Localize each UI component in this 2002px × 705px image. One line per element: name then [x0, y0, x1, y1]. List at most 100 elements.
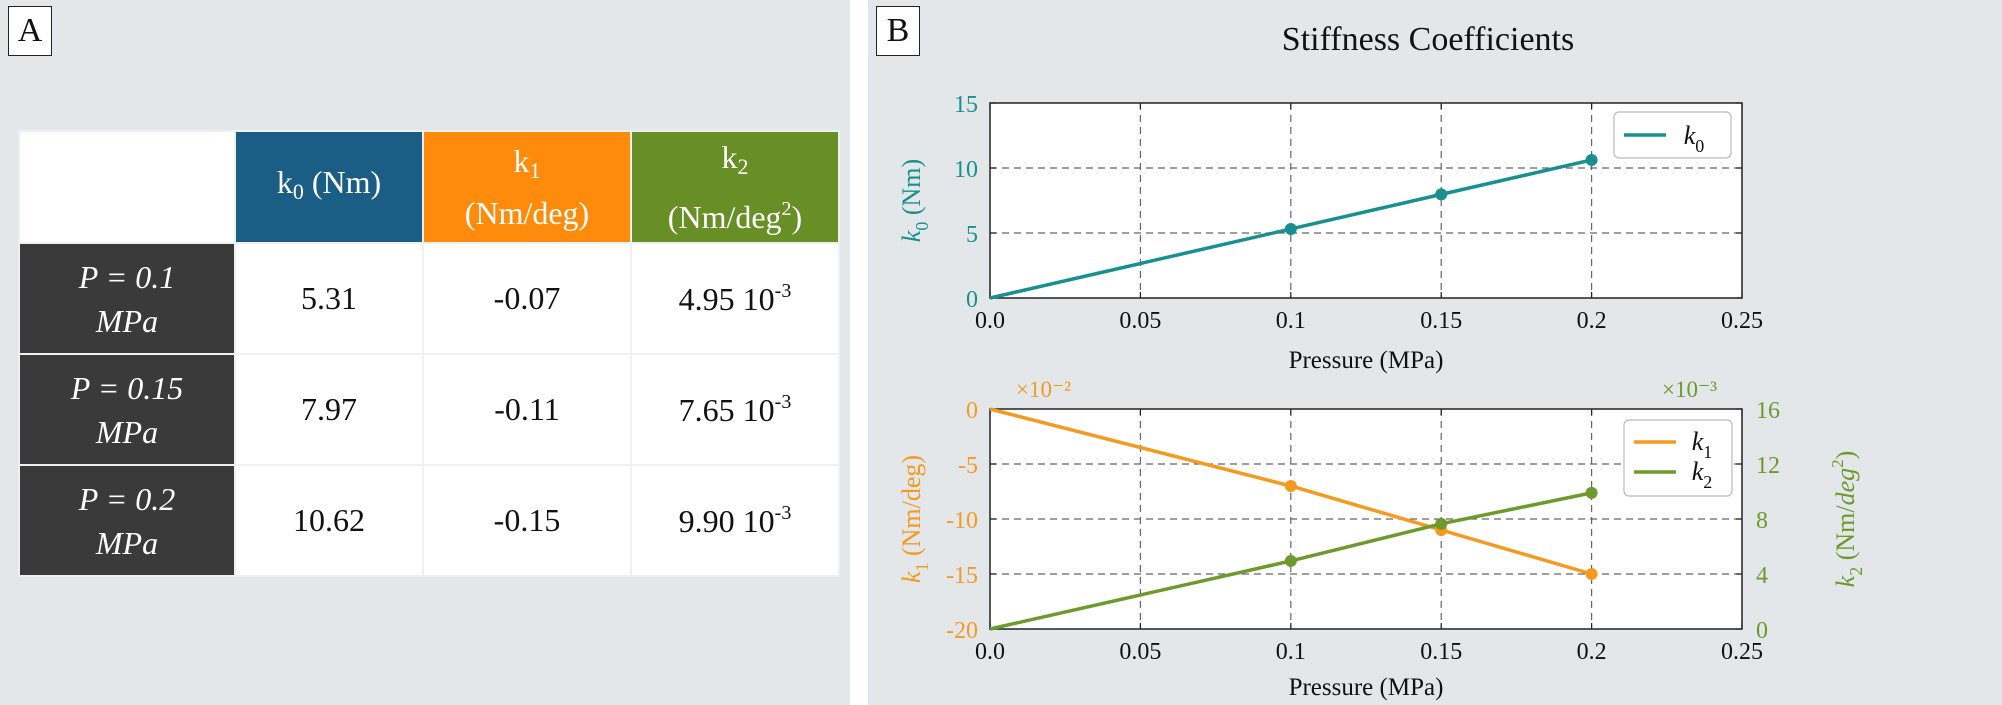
row-header-p02: P = 0.2 MPa [18, 464, 236, 577]
bottom-chart-ylabel-left: k1 (Nm/deg) [897, 455, 932, 583]
cell-k2-mantissa: 4.95 10 [678, 280, 775, 317]
top-chart-ylabel-symbol: k [897, 230, 926, 242]
cell-k2: 7.65 10-3 [630, 353, 840, 466]
data-point-k1 [1284, 480, 1297, 492]
row-header-line2: MPa [95, 413, 159, 450]
top-chart-ytick-label: 5 [966, 222, 978, 248]
legend-label-k2-symbol: k [1692, 457, 1704, 486]
header-k2: k2 (Nm/deg2) [630, 130, 840, 244]
bottom-chart-ytick-label-left: -10 [946, 508, 978, 534]
bottom-chart-ytick-label-right: 12 [1756, 453, 1780, 479]
cell-k0: 5.31 [234, 242, 424, 355]
row-header-line1: P = 0.1 [78, 258, 176, 295]
data-point-k1 [1585, 568, 1598, 580]
ylabel-right-close: ) [1831, 451, 1860, 460]
cell-k2: 4.95 10-3 [630, 242, 840, 355]
header-k1-sub: 1 [529, 158, 541, 183]
header-k2-unit-close: ) [791, 199, 803, 235]
legend-label-k0: k0 [1684, 121, 1705, 156]
bottom-chart-ytick-label-left: -5 [958, 453, 978, 479]
series-line-k1 [989, 407, 1593, 576]
header-k2-sub: 2 [737, 154, 749, 179]
bottom-chart-xtick-label: 0.05 [1119, 639, 1161, 665]
stiffness-charts: Stiffness Coefficients 0.0 0.05 0.1 0.15 0.2… [897, 21, 1866, 701]
bottom-chart-ylabel-right: k2 (Nm/deg2) [1828, 451, 1866, 588]
row-header-p01: P = 0.1 MPa [18, 242, 236, 355]
cell-k0: 10.62 [234, 464, 424, 577]
legend-label-k1-sub: 1 [1703, 442, 1712, 462]
legend-label-k2: k2 [1692, 457, 1713, 492]
header-k0: k0 (Nm) [234, 130, 424, 244]
cell-k2-exponent: -3 [774, 279, 792, 302]
legend-label-k2-text: k2 [1692, 457, 1713, 492]
top-chart-ytick-label: 0 [966, 287, 978, 313]
bottom-chart-ylabel-left-sub: 1 [912, 563, 932, 572]
ylabel-right-symbol: k [1831, 575, 1860, 587]
row-header-line2: MPa [95, 524, 159, 561]
header-k0-unit: (Nm) [311, 164, 382, 200]
table-row: P = 0.1 MPa 5.31 -0.07 4.95 10-3 [18, 242, 840, 355]
top-chart-ylabel: k0 (Nm) [897, 159, 932, 242]
panel-b: B Stiffness Coefficients 0.0 0.05 0.1 0.15 0… [868, 0, 2002, 705]
top-chart-xlabel: Pressure (MPa) [1289, 347, 1444, 374]
top-chart-xtick-label: 0.0 [975, 308, 1005, 334]
legend-label-k1: k1 [1692, 427, 1713, 462]
bottom-chart-legend [1623, 419, 1733, 497]
bottom-chart-scale-left: ×10⁻² [1016, 377, 1071, 402]
top-chart-ylabel-text: k0 (Nm) [897, 159, 932, 242]
bottom-chart-ytick-label-left: -20 [946, 618, 978, 644]
bottom-chart-ytick-label-right: 0 [1756, 618, 1768, 644]
data-point-k0 [1585, 153, 1598, 166]
legend-label-k0-text: k0 [1684, 121, 1705, 156]
series-line-k2 [989, 491, 1592, 631]
cell-k2-mantissa: 7.65 10 [678, 391, 775, 428]
legend-label-k0-symbol: k [1684, 121, 1696, 150]
coefficient-table: k0 (Nm) k1 (Nm/deg) k2 (Nm/deg2) P = 0.1… [18, 130, 840, 577]
data-point-k2 [1585, 486, 1598, 499]
table-row: P = 0.15 MPa 7.97 -0.11 7.65 10-3 [18, 353, 840, 466]
chart-title: Stiffness Coefficients [1282, 21, 1574, 58]
bottom-chart-xtick-label: 0.25 [1721, 639, 1763, 665]
row-header-p015: P = 0.15 MPa [18, 353, 236, 466]
table-header-row: k0 (Nm) k1 (Nm/deg) k2 (Nm/deg2) [18, 130, 840, 244]
bottom-chart-xtick-label: 0.1 [1276, 639, 1306, 665]
panel-b-label: B [876, 6, 920, 56]
ylabel-right-unit: (Nm/ [1831, 505, 1860, 567]
legend-label-k1-text: k1 [1692, 427, 1713, 462]
header-k2-unit: (Nm/deg [667, 199, 782, 235]
bottom-chart-xlabel: Pressure (MPa) [1289, 674, 1444, 701]
data-point-k0 [1435, 188, 1448, 201]
bottom-chart-xtick-label: 0.2 [1577, 639, 1607, 665]
bottom-chart-scale-right: ×10⁻³ [1662, 377, 1717, 402]
top-chart-legend [1613, 111, 1732, 159]
legend-label-k1-symbol: k [1692, 427, 1704, 456]
data-point-k0 [1284, 222, 1297, 235]
ylabel-right-sup: 2 [1828, 459, 1847, 468]
header-k0-sub: 0 [292, 179, 304, 204]
cell-k0: 7.97 [234, 353, 424, 466]
bottom-chart-ytick-label-right: 8 [1756, 508, 1768, 534]
bottom-chart-ylabel-right-text: k2 (Nm/deg2) [1828, 451, 1866, 588]
cell-k1: -0.15 [422, 464, 632, 577]
cell-k2-mantissa: 9.90 10 [678, 502, 775, 539]
cell-k2: 9.90 10-3 [630, 464, 840, 577]
ylabel-right-unit-deg: deg [1831, 468, 1860, 506]
row-header-line1: P = 0.2 [78, 480, 176, 517]
cell-k1: -0.11 [422, 353, 632, 466]
table-row: P = 0.2 MPa 10.62 -0.15 9.90 10-3 [18, 464, 840, 577]
row-header-line2: MPa [95, 302, 159, 339]
bottom-chart-ylabel-left-text: k1 (Nm/deg) [897, 455, 932, 583]
bottom-chart-ytick-label-right: 4 [1756, 563, 1768, 589]
bottom-chart-xtick-label: 0.0 [975, 639, 1005, 665]
top-chart-xtick-label: 0.15 [1420, 308, 1462, 334]
header-k1: k1 (Nm/deg) [422, 130, 632, 244]
bottom-chart-ylabel-left-symbol: k [897, 571, 926, 583]
cell-k2-exponent: -3 [774, 501, 792, 524]
ylabel-right-sub: 2 [1846, 567, 1866, 576]
panel-a: A k0 (Nm) k1 (Nm/deg) k2 (Nm/deg2) P = 0… [0, 0, 850, 705]
header-k2-symbol: k [721, 139, 738, 175]
top-chart-ytick-label: 10 [954, 157, 978, 183]
header-k0-symbol: k [276, 164, 293, 200]
top-chart-ylabel-unit: (Nm) [897, 159, 926, 222]
top-chart-xtick-label: 0.25 [1721, 308, 1763, 334]
